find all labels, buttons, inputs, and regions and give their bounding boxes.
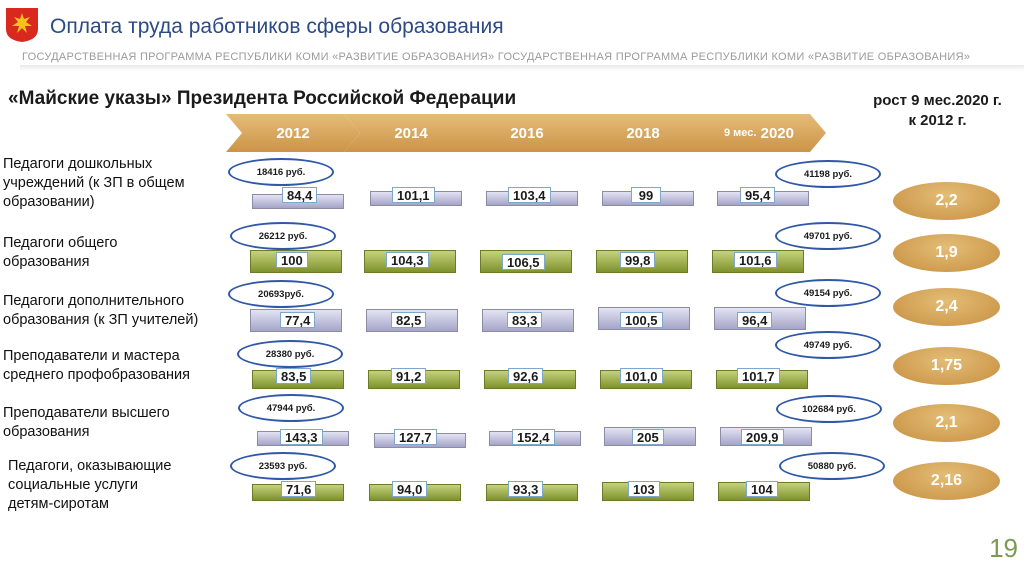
growth-oval: 2,16 [893, 462, 1000, 500]
salary-2012-oval: 47944 руб. [238, 394, 344, 422]
year-arrow-2012: 2012 [226, 114, 360, 152]
salary-2020-oval: 102684 руб. [776, 395, 882, 423]
year-arrow-2016: 2016 [460, 114, 594, 152]
value-label: 101,1 [392, 187, 435, 203]
row-label-line: Педагоги дополнительного [3, 293, 185, 309]
year-label: 2014 [394, 124, 428, 142]
row-label-line: среднего профобразования [3, 367, 191, 383]
growth-column-header: рост 9 мес.2020 г. к 2012 г. [855, 91, 1020, 131]
row-label-general: Педагоги общего образования [3, 234, 117, 272]
growth-header-line-2: к 2012 г. [908, 112, 967, 129]
value-label: 106,5 [502, 254, 545, 270]
salary-2012-oval: 28380 руб. [237, 340, 343, 368]
value-label: 82,5 [391, 312, 427, 328]
page-number: 19 [989, 533, 1018, 563]
salary-2012-oval: 26212 руб. [230, 222, 336, 250]
value-label: 94,0 [392, 481, 428, 497]
salary-2020-oval: 49154 руб. [775, 279, 881, 307]
row-label-higher: Преподаватели высшего образования [3, 404, 170, 442]
value-label: 99 [631, 187, 661, 203]
value-label: 103,4 [508, 187, 551, 203]
growth-oval: 1,75 [893, 347, 1000, 385]
value-label: 96,4 [737, 312, 773, 328]
row-label-line: образования [3, 424, 90, 440]
year-arrow-9m-2020: 9 мес. 2020 [692, 114, 826, 152]
slide-title: Оплата труда работников сферы образовани… [50, 15, 504, 38]
value-label: 93,3 [508, 481, 544, 497]
section-title: «Майские указы» Президента Российской Фе… [8, 88, 517, 109]
value-label: 101,7 [737, 368, 780, 384]
salary-2012-oval: 18416 руб. [228, 158, 334, 186]
row-label-line: образования (к ЗП учителей) [3, 312, 199, 328]
year-label: 2016 [510, 124, 544, 142]
row-label-line: социальные услуги [8, 477, 138, 493]
value-label: 101,6 [734, 252, 777, 268]
value-label: 71,6 [281, 481, 317, 497]
value-label: 103 [628, 481, 660, 497]
row-label-line: Преподаватели и мастера [3, 348, 180, 364]
program-banner: ГОСУДАРСТВЕННАЯ ПРОГРАММА РЕСПУБЛИКИ КОМ… [22, 51, 971, 63]
growth-oval: 2,2 [893, 182, 1000, 220]
value-label: 100,5 [620, 312, 663, 328]
row-label-line: учреждений (к ЗП в общем [3, 175, 185, 191]
value-label: 84,4 [282, 187, 318, 203]
year-label: 2020 [760, 124, 794, 142]
growth-header-line-1: рост 9 мес.2020 г. [873, 92, 1002, 109]
row-label-line: образовании) [3, 194, 95, 210]
row-label-line: Педагоги дошкольных [3, 156, 153, 172]
row-label-line: детям-сиротам [8, 496, 110, 512]
year-arrow-2018: 2018 [576, 114, 710, 152]
value-label: 100 [276, 252, 308, 268]
value-label: 104,3 [386, 252, 429, 268]
value-label: 77,4 [280, 312, 316, 328]
value-label: 101,0 [620, 368, 663, 384]
year-label: 2018 [626, 124, 660, 142]
row-label-line: образования [3, 254, 90, 270]
growth-oval: 2,1 [893, 404, 1000, 442]
value-label: 209,9 [741, 429, 784, 445]
row-label-line: Педагоги общего [3, 235, 118, 251]
year-label: 2012 [276, 124, 310, 142]
value-label: 95,4 [740, 187, 776, 203]
value-label: 99,8 [620, 252, 656, 268]
growth-oval: 1,9 [893, 234, 1000, 272]
value-label: 205 [632, 429, 664, 445]
value-label: 91,2 [391, 368, 427, 384]
row-label-preschool: Педагоги дошкольных учреждений (к ЗП в о… [3, 155, 185, 212]
growth-oval: 2,4 [893, 288, 1000, 326]
header-divider [20, 65, 1024, 71]
value-label: 83,3 [507, 312, 543, 328]
row-label-line: Преподаватели высшего [3, 405, 170, 421]
year-label-period: 9 мес. [723, 127, 757, 139]
value-label: 104 [746, 481, 778, 497]
row-label-line: Педагоги, оказывающие [8, 458, 172, 474]
year-arrow-2014: 2014 [344, 114, 478, 152]
salary-2012-oval: 20693руб. [228, 280, 334, 308]
value-label: 127,7 [394, 429, 437, 445]
value-label: 152,4 [512, 429, 555, 445]
value-label: 83,5 [276, 368, 312, 384]
value-label: 92,6 [508, 368, 544, 384]
salary-2020-oval: 50880 руб. [779, 452, 885, 480]
salary-2020-oval: 49701 руб. [775, 222, 881, 250]
salary-2020-oval: 41198 руб. [775, 160, 881, 188]
value-label: 143,3 [280, 429, 323, 445]
row-label-orphans: Педагоги, оказывающие социальные услуги … [8, 457, 171, 514]
salary-2020-oval: 49749 руб. [775, 331, 881, 359]
salary-2012-oval: 23593 руб. [230, 452, 336, 480]
coat-of-arms-logo [6, 8, 38, 42]
row-label-secondary-vocational: Преподаватели и мастера среднего профобр… [3, 347, 190, 385]
row-label-additional: Педагоги дополнительного образования (к … [3, 292, 198, 330]
